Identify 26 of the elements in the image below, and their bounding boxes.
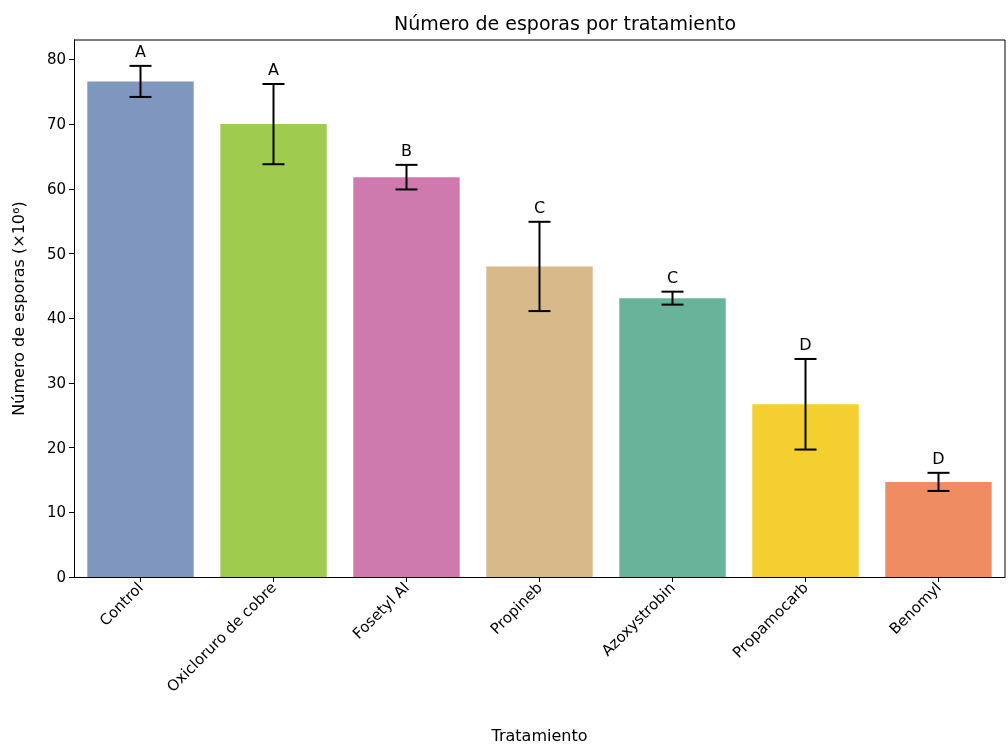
annotation: C (533, 198, 546, 218)
bar (353, 177, 460, 577)
chart-title: Número de esporas por tratamiento (393, 11, 737, 34)
annotation: A (135, 42, 147, 62)
annotation: C (666, 268, 679, 288)
bar (885, 481, 992, 577)
bar (619, 298, 726, 577)
y-tick-label: 20 (46, 438, 66, 457)
y-tick-label: 80 (46, 50, 66, 69)
y-tick-label: 60 (46, 179, 66, 198)
y-tick-label: 0 (56, 568, 66, 586)
y-tick-label: 10 (46, 503, 66, 522)
y-tick-label: 70 (46, 115, 66, 134)
annotation: D (932, 449, 945, 469)
bar (752, 404, 859, 577)
annotation: B (401, 141, 412, 161)
y-tick-label: 30 (46, 373, 66, 392)
annotation: D (799, 335, 812, 355)
x-axis-title: Tratamiento (490, 725, 588, 745)
bar (220, 124, 327, 577)
annotation: A (268, 60, 280, 80)
y-tick-label: 50 (46, 244, 66, 263)
y-axis-title: Número de esporas (×10⁶) (8, 201, 28, 416)
bar (87, 81, 194, 577)
bar (486, 266, 593, 577)
y-tick-label: 40 (46, 309, 66, 328)
